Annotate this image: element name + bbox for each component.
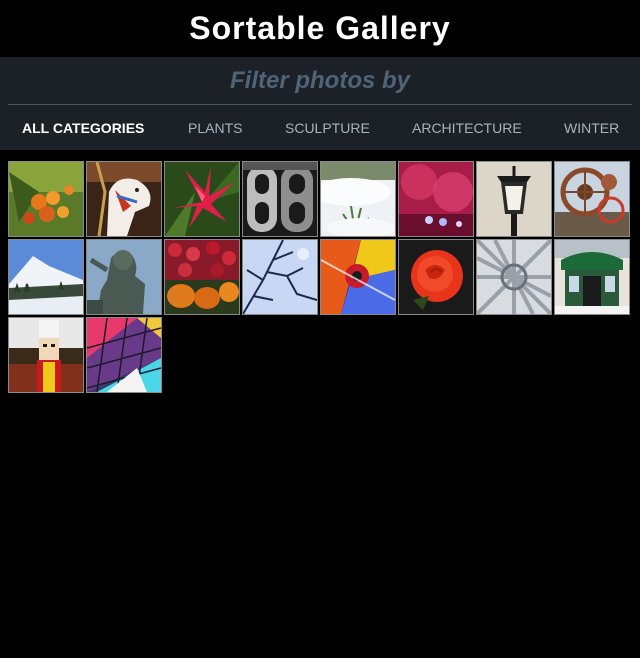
filter-divider <box>8 104 632 105</box>
red-flower-photo[interactable] <box>164 161 240 237</box>
photo-gallery <box>8 161 632 393</box>
metal-sculpture-photo[interactable] <box>554 161 630 237</box>
filter-all-categories[interactable]: All Categories <box>22 120 145 136</box>
red-rose-photo[interactable] <box>398 239 474 315</box>
statue-photo[interactable] <box>86 239 162 315</box>
abstract-photo[interactable] <box>320 239 396 315</box>
filter-winter[interactable]: Winter <box>564 120 620 136</box>
metal-numbers-photo[interactable] <box>242 161 318 237</box>
page-title: Sortable Gallery <box>189 10 451 46</box>
pink-lights-photo[interactable] <box>398 161 474 237</box>
snow-plant-photo[interactable] <box>320 161 396 237</box>
glass-ceiling-photo[interactable] <box>86 317 162 393</box>
winter-branches-photo[interactable] <box>242 239 318 315</box>
filter-nav: All Categories Plants Sculpture Architec… <box>0 105 640 150</box>
filter-heading: Filter photos by <box>230 67 410 94</box>
filter-panel: Filter photos by All Categories Plants S… <box>0 57 640 150</box>
steel-structure-photo[interactable] <box>476 239 552 315</box>
pumpkins-photo[interactable] <box>164 239 240 315</box>
filter-sculpture[interactable]: Sculpture <box>285 120 370 136</box>
filter-architecture[interactable]: Architecture <box>412 120 522 136</box>
filter-plants[interactable]: Plants <box>188 120 243 136</box>
nutcracker-photo[interactable] <box>8 317 84 393</box>
storefront-photo[interactable] <box>554 239 630 315</box>
street-lamp-photo[interactable] <box>476 161 552 237</box>
page-header: Sortable Gallery <box>0 0 640 57</box>
carousel-horse-photo[interactable] <box>86 161 162 237</box>
snowy-mountain-photo[interactable] <box>8 239 84 315</box>
berries-photo[interactable] <box>8 161 84 237</box>
